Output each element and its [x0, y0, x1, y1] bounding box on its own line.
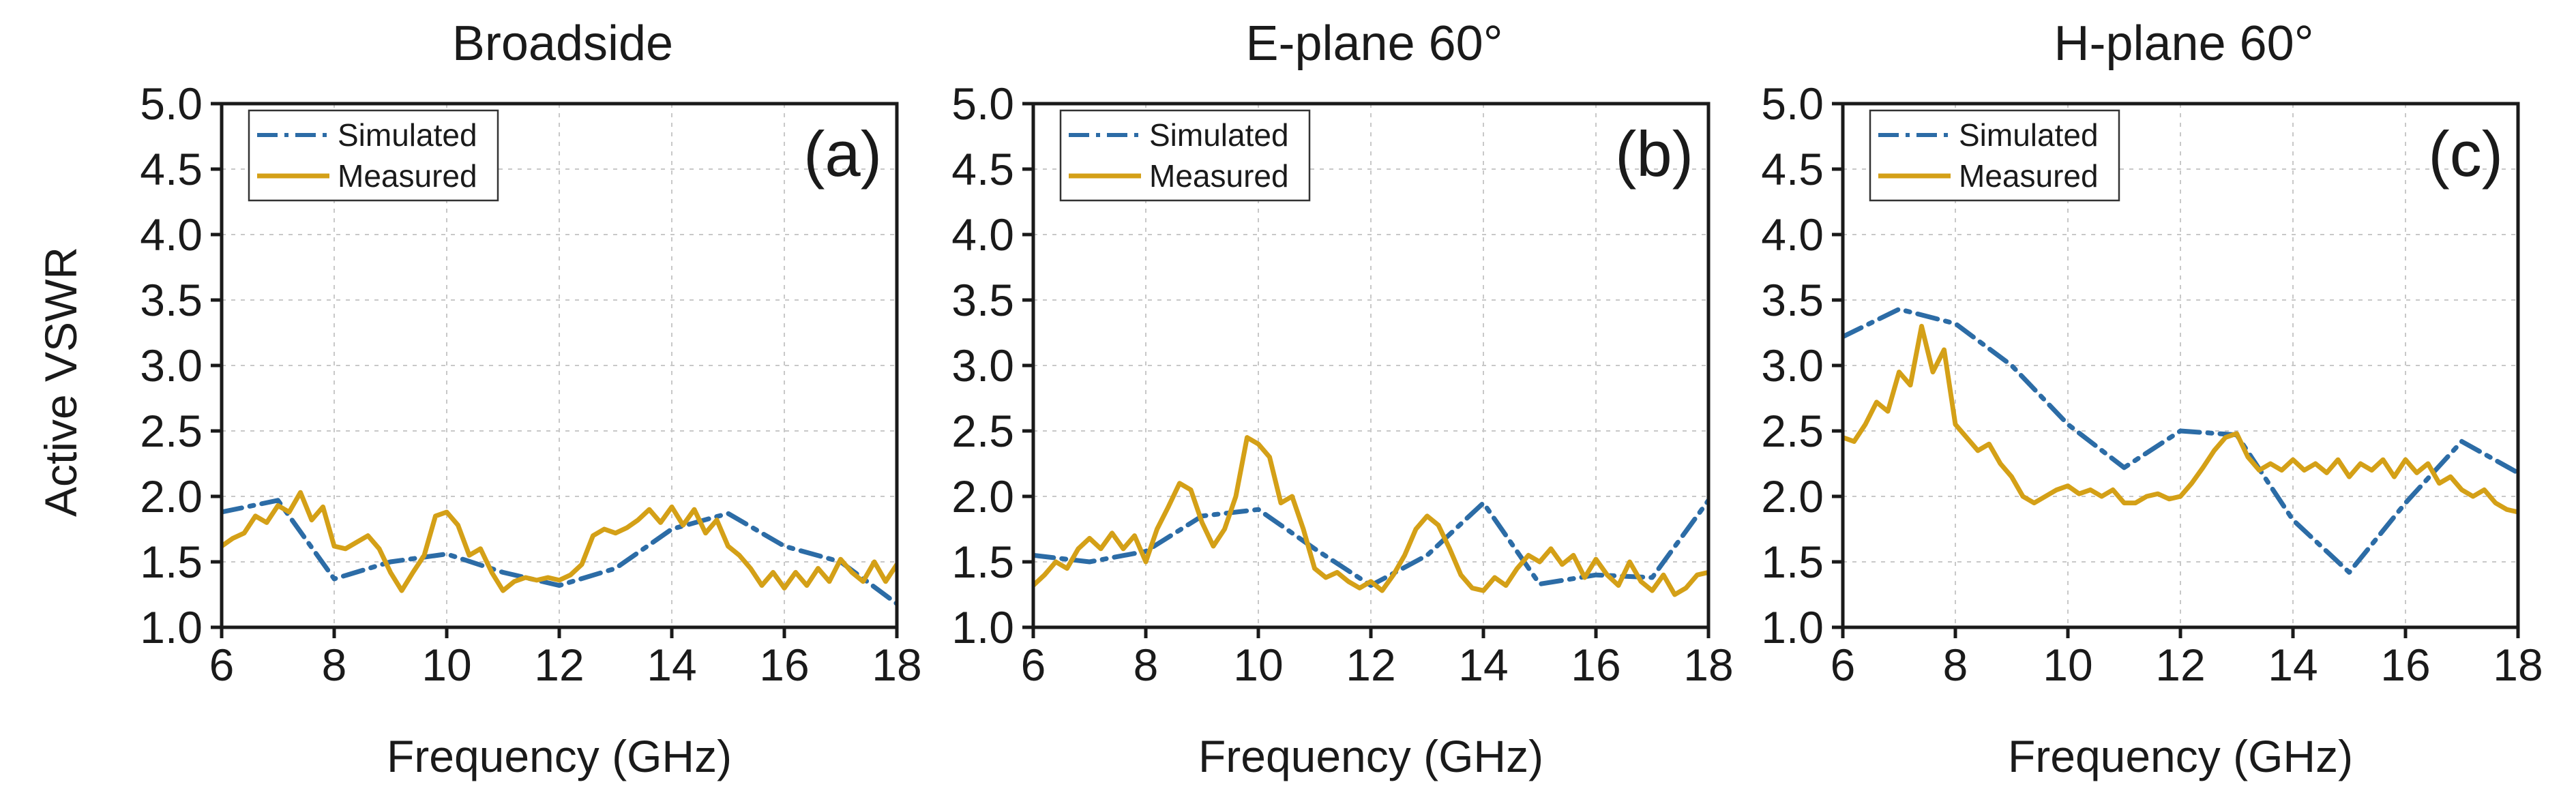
- y-tick-label: 1.5: [951, 537, 1014, 587]
- y-tick-label: 1.0: [140, 602, 203, 653]
- y-tick-label: 2.0: [1761, 471, 1824, 522]
- y-tick-label: 4.0: [1761, 209, 1824, 260]
- x-axis-title: Frequency (GHz): [2008, 731, 2353, 781]
- y-tick-label: 5.0: [951, 78, 1014, 129]
- y-tick-label: 3.0: [951, 340, 1014, 391]
- measured-series-line: [1033, 435, 1708, 597]
- x-axis-title: Frequency (GHz): [1198, 731, 1543, 781]
- legend-measured-label: Measured: [1959, 158, 2099, 194]
- x-tick-label: 12: [534, 640, 584, 690]
- y-tick-label: 1.5: [1761, 537, 1824, 587]
- legend-simulated-label: Simulated: [338, 117, 477, 153]
- legend-simulated-label: Simulated: [1149, 117, 1289, 153]
- y-tick-label: 2.0: [140, 471, 203, 522]
- x-tick-label: 16: [759, 640, 809, 690]
- legend-box: [1869, 109, 2120, 202]
- x-tick-label: 12: [1346, 640, 1395, 690]
- measured-series-line: [1843, 323, 2518, 515]
- y-tick-label: 1.5: [140, 537, 203, 587]
- y-tick-label: 3.0: [140, 340, 203, 391]
- legend-measured-label: Measured: [338, 158, 477, 194]
- x-tick-label: 8: [1134, 640, 1159, 690]
- x-tick-label: 12: [2155, 640, 2205, 690]
- y-tick-label: 3.0: [1761, 340, 1824, 391]
- y-tick-label: 2.0: [951, 471, 1014, 522]
- x-tick-label: 10: [421, 640, 471, 690]
- x-tick-label: 8: [322, 640, 347, 690]
- x-tick-label: 14: [1458, 640, 1508, 690]
- x-tick-label: 18: [1683, 640, 1733, 690]
- legend-measured-label: Measured: [1149, 158, 1289, 194]
- y-tick-label: 3.5: [951, 275, 1014, 325]
- y-tick-label: 5.0: [140, 78, 203, 129]
- chart-title: H-plane 60°: [2054, 16, 2313, 71]
- x-tick-label: 6: [209, 640, 235, 690]
- simulated-series-line: [222, 498, 897, 606]
- chart-panel-c: 6 8 10 12 14 16 18 1.0 1.5 2.0 2.5 3.0 3.5 4.0 4.5 5.0 H…: [1761, 16, 2543, 781]
- y-tick-label: 3.5: [1761, 275, 1824, 325]
- x-axis-title: Frequency (GHz): [387, 731, 732, 781]
- panel-label: (a): [803, 118, 882, 190]
- y-tick-label: 4.5: [140, 144, 203, 194]
- y-tick-label: 1.0: [1761, 602, 1824, 653]
- y-tick-label: 2.5: [140, 406, 203, 456]
- chart-panel-b: 6 8 10 12 14 16 18 1.0 1.5 2.0 2.5 3.0 3.5 4.0 4.5 5.0 E…: [951, 16, 1733, 781]
- y-axis-title: Active VSWR: [35, 247, 86, 517]
- legend-box: [1059, 109, 1311, 202]
- y-tick-label: 4.0: [951, 209, 1014, 260]
- y-tick-label: 5.0: [1761, 78, 1824, 129]
- chart-panel-a: 6 8 10 12 14 16 18 1.0 1.5 2.0 2.5 3.0 3.5 4.0 4.5 5.0 B…: [140, 16, 921, 781]
- x-tick-label: 18: [2493, 640, 2543, 690]
- panel-label: (b): [1615, 118, 1693, 190]
- chart-title: Broadside: [452, 16, 673, 71]
- y-tick-label: 4.5: [1761, 144, 1824, 194]
- x-tick-label: 6: [1831, 640, 1856, 690]
- simulated-series-line: [1033, 498, 1708, 588]
- simulated-series-line: [1843, 306, 2518, 575]
- x-tick-label: 6: [1021, 640, 1046, 690]
- y-tick-label: 3.5: [140, 275, 203, 325]
- x-tick-label: 8: [1943, 640, 1968, 690]
- chart-title: E-plane 60°: [1245, 16, 1502, 71]
- legend-box: [248, 109, 499, 202]
- legend-simulated-label: Simulated: [1959, 117, 2099, 153]
- x-tick-label: 14: [647, 640, 696, 690]
- x-tick-label: 16: [1571, 640, 1620, 690]
- x-tick-label: 18: [872, 640, 921, 690]
- y-tick-label: 1.0: [951, 602, 1014, 653]
- x-tick-label: 10: [2043, 640, 2092, 690]
- x-tick-label: 10: [1233, 640, 1283, 690]
- y-tick-label: 4.0: [140, 209, 203, 260]
- measured-series-line: [222, 490, 897, 593]
- x-tick-label: 14: [2268, 640, 2318, 690]
- x-tick-label: 16: [2380, 640, 2430, 690]
- y-tick-label: 2.5: [951, 406, 1014, 456]
- panel-label: (c): [2428, 118, 2503, 190]
- y-tick-label: 2.5: [1761, 406, 1824, 456]
- y-tick-label: 4.5: [951, 144, 1014, 194]
